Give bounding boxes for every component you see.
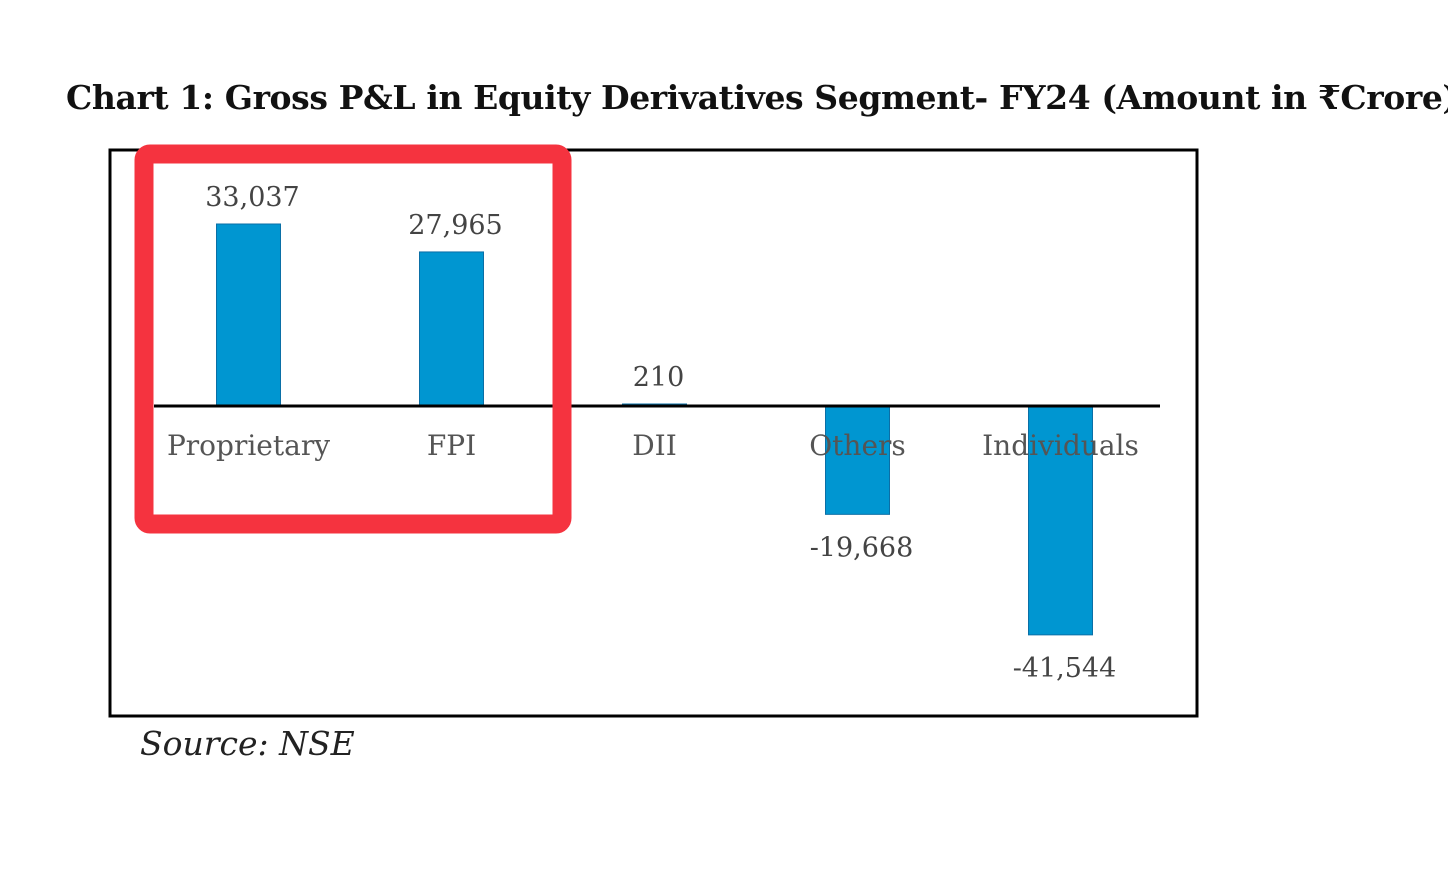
bar-individuals	[1028, 405, 1093, 636]
value-label-others: -19,668	[810, 532, 914, 563]
tick-label-dii: DII	[632, 429, 677, 462]
highlight-box	[134, 144, 572, 534]
bar-others	[825, 405, 890, 515]
tick-label-individuals: Individuals	[982, 429, 1139, 462]
chart-frame	[108, 148, 1199, 718]
chart-title: Chart 1: Gross P&L in Equity Derivatives…	[66, 78, 1448, 117]
bar-proprietary	[216, 223, 281, 407]
value-label-dii: 210	[633, 362, 685, 393]
source-note: Source: NSE	[140, 724, 355, 763]
tick-label-fpi: FPI	[427, 429, 476, 462]
tick-label-proprietary: Proprietary	[167, 429, 330, 462]
bars-layer	[216, 223, 1093, 636]
value-label-fpi: 27,965	[408, 210, 502, 241]
value-label-proprietary: 33,037	[205, 182, 299, 213]
labels-layer: 33,037 Proprietary 27,965 FPI 210 DII -19,668 O…	[167, 182, 1139, 684]
tick-label-others: Others	[809, 429, 906, 462]
bar-fpi	[419, 251, 484, 407]
value-label-individuals: -41,544	[1013, 653, 1117, 684]
